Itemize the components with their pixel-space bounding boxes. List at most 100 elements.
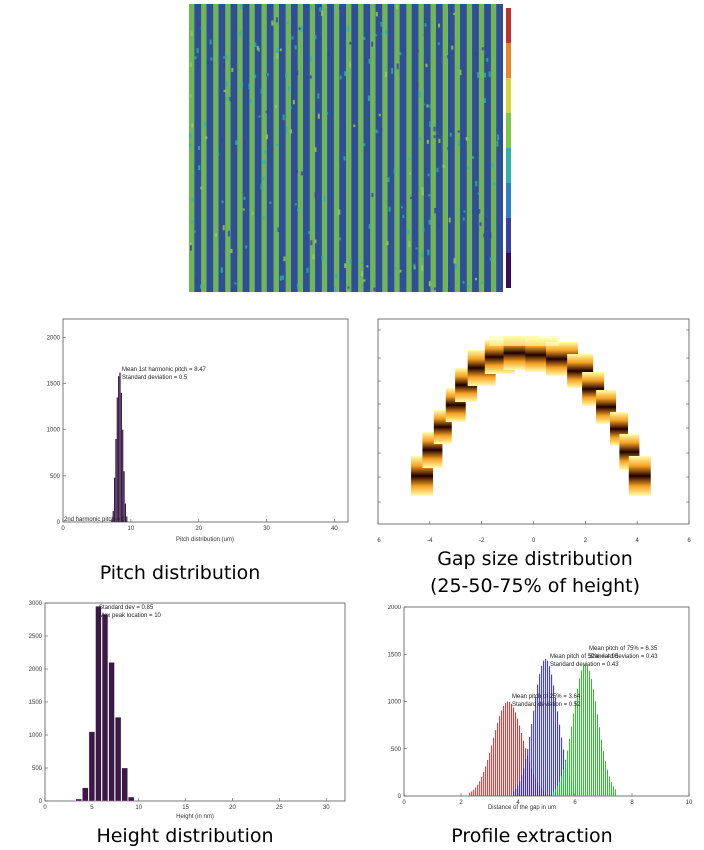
surface-speckle bbox=[391, 67, 394, 74]
profile-annotation-50-sd: Standard deviation = 0.43 bbox=[550, 662, 619, 668]
surface-stripe bbox=[189, 4, 195, 292]
surface-speckle bbox=[326, 112, 329, 115]
profile-bar-50 bbox=[525, 759, 527, 796]
gap-xtick-label: -6 bbox=[377, 538, 381, 544]
profile-bar-75 bbox=[604, 761, 606, 796]
surface-speckle bbox=[448, 282, 451, 286]
profile-bar-50 bbox=[527, 748, 529, 796]
profile-bar-25 bbox=[509, 701, 511, 796]
profile-bar-75 bbox=[598, 727, 600, 796]
surface-speckle bbox=[395, 266, 398, 270]
profile-xlabel: Distance of the gap in um bbox=[488, 805, 556, 811]
surface-speckle bbox=[409, 172, 412, 175]
surface-speckle bbox=[276, 47, 279, 54]
profile-xtick-label: 4 bbox=[516, 800, 520, 806]
surface-speckle bbox=[267, 139, 270, 142]
profile-bar-75 bbox=[602, 751, 604, 796]
profile-bar-25 bbox=[485, 766, 487, 796]
surface-stripe bbox=[321, 4, 328, 292]
surface-groove bbox=[411, 4, 419, 292]
surface-speckle bbox=[425, 63, 428, 68]
surface-speckle bbox=[409, 196, 412, 199]
surface-speckle bbox=[363, 279, 366, 282]
surface-groove bbox=[351, 4, 359, 292]
surface-speckle bbox=[385, 30, 388, 34]
surface-speckle bbox=[396, 63, 399, 70]
surface-groove bbox=[399, 4, 407, 292]
profile-annotation-75-mean: Mean pitch of 75% = 6.35 bbox=[589, 646, 658, 652]
surface-speckle bbox=[251, 212, 254, 215]
surface-speckle bbox=[296, 70, 299, 76]
surface-speckle bbox=[314, 192, 317, 198]
gap-xtick-label: 6 bbox=[687, 538, 691, 544]
pitch-bar bbox=[115, 438, 117, 522]
profile-bar-50 bbox=[517, 785, 519, 796]
surface-groove bbox=[278, 4, 286, 292]
caption-profile: Profile extraction bbox=[451, 825, 613, 847]
profile-bar-25 bbox=[513, 707, 515, 796]
surface-speckle bbox=[386, 241, 389, 245]
surface-speckle bbox=[346, 26, 349, 32]
surface-speckle bbox=[234, 282, 237, 285]
profile-bar-25 bbox=[483, 772, 485, 796]
surface-speckle bbox=[203, 121, 206, 127]
surface-speckle bbox=[429, 121, 432, 127]
surface-speckle bbox=[314, 239, 317, 244]
surface-speckle bbox=[292, 99, 295, 105]
surface-stripe bbox=[261, 4, 267, 292]
profile-bar-75 bbox=[571, 726, 573, 796]
surface-speckle bbox=[421, 187, 424, 192]
surface-stripe bbox=[394, 4, 400, 292]
profile-bar-75 bbox=[595, 701, 597, 796]
surface-speckle bbox=[436, 167, 439, 173]
surface-speckle bbox=[479, 222, 482, 226]
surface-speckle bbox=[367, 95, 370, 102]
surface-speckle bbox=[296, 169, 299, 174]
surface-groove bbox=[266, 4, 274, 292]
surface-speckle bbox=[457, 130, 460, 133]
profile-annotation-25-mean: Mean pitch of 25% = 3.64 bbox=[512, 694, 581, 700]
surface-speckle bbox=[229, 97, 232, 102]
profile-bar-25 bbox=[491, 745, 493, 796]
caption-gap-line2: (25-50-75% of height) bbox=[429, 575, 641, 597]
height-bar bbox=[108, 662, 115, 802]
pitch-ytick-label: 500 bbox=[50, 474, 61, 480]
profile-bar-75 bbox=[614, 789, 616, 796]
surface-speckle bbox=[286, 21, 289, 25]
surface-speckle bbox=[380, 22, 383, 27]
profile-bar-75 bbox=[577, 688, 579, 796]
surface-speckle bbox=[428, 219, 431, 225]
surface-speckle bbox=[279, 48, 282, 52]
surface-map-chart bbox=[189, 4, 511, 292]
surface-speckle bbox=[321, 10, 324, 16]
surface-speckle bbox=[309, 75, 312, 79]
pitch-bar bbox=[116, 397, 118, 522]
surface-speckle bbox=[343, 156, 346, 161]
profile-bar-75 bbox=[557, 786, 559, 796]
pitch-bar bbox=[126, 516, 128, 522]
surface-stripe bbox=[333, 4, 340, 292]
surface-speckle bbox=[242, 208, 245, 211]
surface-speckle bbox=[271, 20, 274, 26]
pitch-bar bbox=[111, 519, 113, 522]
surface-speckle bbox=[265, 134, 268, 139]
height-bar bbox=[128, 796, 135, 802]
surface-speckle bbox=[373, 287, 376, 292]
height-bar bbox=[115, 717, 122, 802]
surface-groove bbox=[303, 4, 310, 292]
surface-speckle bbox=[243, 140, 246, 145]
surface-stripe bbox=[454, 4, 461, 292]
pitch-bar bbox=[122, 429, 124, 522]
pitch-chart: 0 10 20 30 40 0 500 1000 1500 2000 Pitch distribu… bbox=[47, 318, 349, 543]
surface-speckle bbox=[282, 114, 285, 121]
pitch-bar bbox=[123, 471, 125, 522]
surface-speckle bbox=[339, 75, 342, 80]
surface-speckle bbox=[260, 183, 263, 190]
pitch-ytick-label: 0 bbox=[57, 520, 61, 526]
surface-speckle bbox=[438, 23, 441, 28]
surface-speckle bbox=[387, 177, 390, 183]
surface-groove bbox=[230, 4, 238, 292]
gap-xtick-label: 0 bbox=[532, 538, 536, 544]
surface-speckle bbox=[223, 56, 226, 59]
profile-bar-25 bbox=[499, 716, 501, 796]
